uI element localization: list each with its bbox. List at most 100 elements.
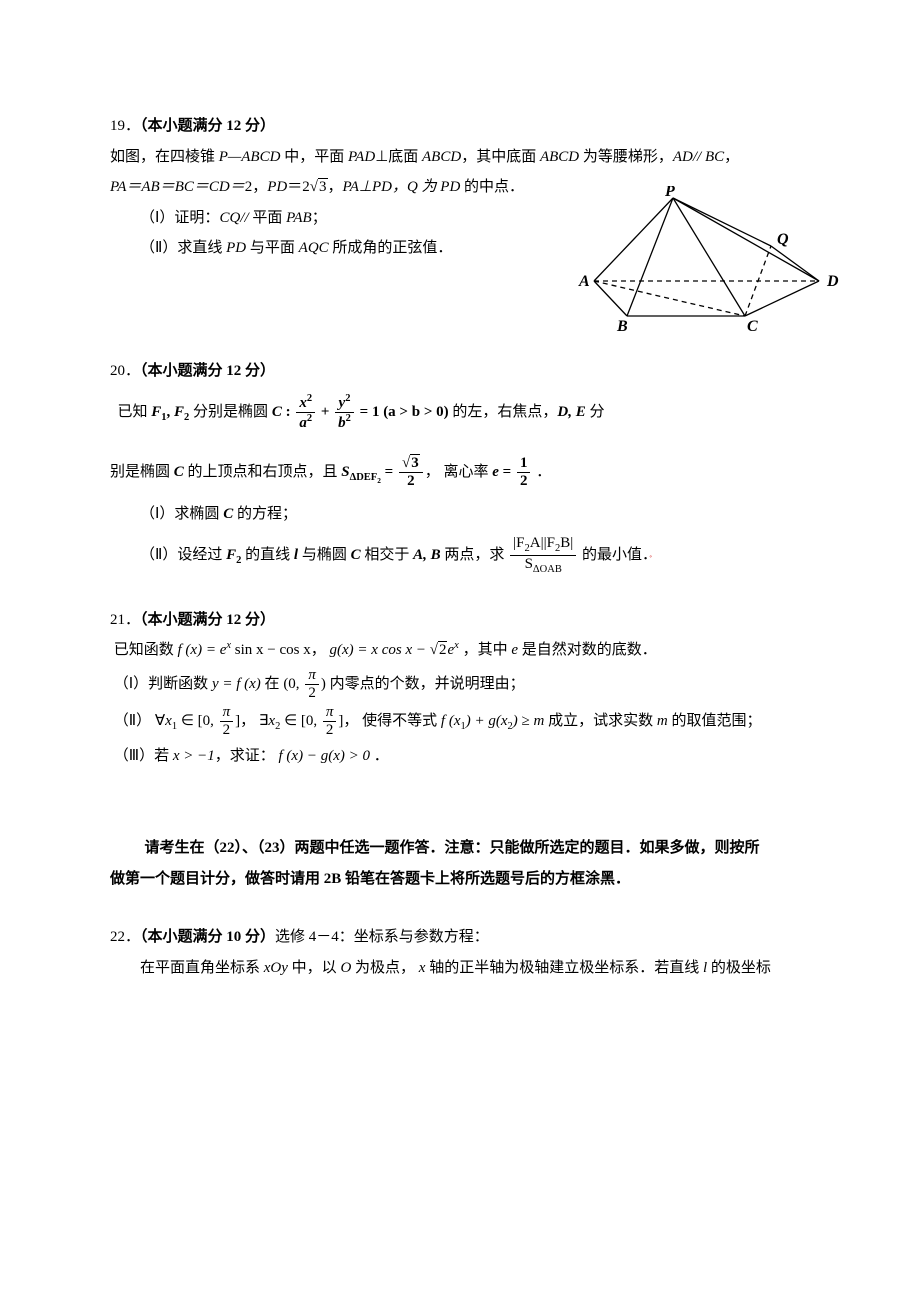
q19-head: 19．（本小题满分 12 分） bbox=[110, 112, 825, 141]
notice-1: 请考生在（22）、（23）两题中任选一题作答．注意：只能做所选定的题目．如果多做… bbox=[110, 834, 825, 863]
t: e bbox=[511, 642, 518, 658]
t: 别是椭圆 bbox=[110, 464, 174, 480]
t: （Ⅱ）求直线 bbox=[140, 240, 226, 256]
t: 为等腰梯形， bbox=[579, 149, 673, 165]
lbl-C: C bbox=[747, 318, 758, 335]
t: ＝ bbox=[287, 179, 302, 195]
q20-s2: （Ⅱ）设经过 F2 的直线 l 与椭圆 C 相交于 A, B 两点，求 |F2A… bbox=[110, 535, 825, 576]
lbl-D: D bbox=[826, 273, 839, 290]
t: 内零点的个数，并说明理由； bbox=[326, 676, 525, 692]
t: 已知函数 bbox=[114, 642, 178, 658]
t: ， bbox=[724, 149, 739, 165]
t: g(x) = x cos x − bbox=[330, 642, 430, 658]
t: 2 bbox=[220, 722, 234, 739]
t: m bbox=[657, 713, 668, 729]
t: , bbox=[167, 404, 175, 420]
t: ， bbox=[328, 179, 343, 195]
t: ABCD bbox=[422, 149, 461, 165]
t: D, E bbox=[557, 404, 585, 420]
t: |F bbox=[513, 535, 524, 551]
t: 2 bbox=[517, 473, 531, 490]
sqrt3: √3 bbox=[310, 173, 328, 202]
t: PA⊥PD bbox=[343, 179, 392, 195]
frac-1-2: 1 2 bbox=[517, 455, 531, 491]
lbl-Q: Q bbox=[777, 231, 789, 248]
t: 成立，试求实数 bbox=[544, 713, 657, 729]
t: 选修 4－4：坐标系与参数方程： bbox=[275, 929, 489, 945]
q20-head: 20．（本小题满分 12 分） bbox=[110, 357, 825, 386]
t: 2 bbox=[345, 393, 350, 404]
t: ，Q 为 PD bbox=[392, 179, 460, 195]
t: 的极坐标 bbox=[707, 960, 771, 976]
t: P—ABCD bbox=[219, 149, 281, 165]
q20-p2: 别是椭圆 C 的上顶点和右顶点，且 SΔDEF2 = √3 2 ， 离心率 e … bbox=[110, 455, 825, 491]
q21-s1: （Ⅰ）判断函数 y = f (x) 在 (0, π2) 内零点的个数，并说明理由… bbox=[110, 667, 825, 703]
t: ， bbox=[311, 642, 330, 658]
q19-head-text: （本小题满分 12 分） bbox=[140, 118, 275, 134]
t: ， 使得不等式 bbox=[343, 713, 441, 729]
t: 中，以 bbox=[288, 960, 341, 976]
q20-s1: （Ⅰ）求椭圆 C 的方程； bbox=[110, 500, 825, 529]
t: C bbox=[272, 404, 282, 420]
t: a bbox=[299, 415, 307, 431]
t: A, B bbox=[413, 547, 441, 563]
q22-p1: 在平面直角坐标系 xOy 中，以 O 为极点， x 轴的正半轴为极轴建立极坐标系… bbox=[110, 954, 825, 983]
t: （Ⅱ） bbox=[114, 713, 155, 729]
t: π bbox=[323, 704, 337, 722]
q21-num: 21． bbox=[110, 612, 140, 628]
t: f (x) − g(x) > 0 bbox=[279, 748, 370, 764]
t: ) + g(x bbox=[466, 713, 508, 729]
t: ； bbox=[312, 210, 327, 226]
t: f (x bbox=[441, 713, 461, 729]
t: 中，平面 bbox=[280, 149, 348, 165]
t: sin x − cos x bbox=[231, 642, 311, 658]
t: 为极点， bbox=[351, 960, 419, 976]
t: （Ⅰ）求椭圆 bbox=[140, 506, 223, 522]
t: ) ≥ m bbox=[513, 713, 545, 729]
t: 的取值范围； bbox=[668, 713, 762, 729]
t: 两点，求 bbox=[441, 547, 509, 563]
t: ⊥底面 bbox=[375, 149, 422, 165]
t: = bbox=[381, 464, 397, 480]
t: x bbox=[165, 713, 172, 729]
t: 轴的正半轴为极轴建立极坐标系．若直线 bbox=[425, 960, 703, 976]
lbl-B: B bbox=[616, 318, 628, 335]
t: 1 bbox=[517, 455, 531, 473]
t: 3 bbox=[410, 454, 420, 471]
frac-pi2c: π2 bbox=[323, 704, 337, 740]
q19-p1: 如图，在四棱锥 P—ABCD 中，平面 PAD⊥底面 ABCD，其中底面 ABC… bbox=[110, 143, 825, 172]
t: π bbox=[305, 667, 319, 685]
t: PAB bbox=[286, 210, 312, 226]
t: B| bbox=[560, 535, 573, 551]
t: （Ⅲ）若 bbox=[114, 748, 173, 764]
t: 的中点． bbox=[460, 179, 524, 195]
t: F bbox=[174, 404, 184, 420]
t: 如图，在四棱锥 bbox=[110, 149, 219, 165]
frac-sqrt3-2: √3 2 bbox=[399, 455, 423, 491]
t: e bbox=[492, 464, 499, 480]
t: A||F bbox=[530, 535, 555, 551]
t: = 1 (a > b > 0) bbox=[360, 404, 449, 420]
t: 3 bbox=[318, 178, 328, 195]
t: 的上顶点和右顶点，且 bbox=[184, 464, 342, 480]
t: ΔOAB bbox=[533, 564, 562, 575]
t: S bbox=[525, 556, 533, 572]
t: : bbox=[282, 404, 295, 420]
t: ∀ bbox=[155, 713, 165, 729]
t: 的方程； bbox=[233, 506, 297, 522]
t: 是自然对数的底数． bbox=[518, 642, 657, 658]
t: C bbox=[351, 547, 361, 563]
t: y = f (x) bbox=[212, 676, 261, 692]
t: AD// BC bbox=[673, 149, 724, 165]
t: x > −1 bbox=[173, 748, 215, 764]
t: xOy bbox=[264, 960, 288, 976]
t: ΔDEF bbox=[350, 472, 378, 483]
t: 与平面 bbox=[246, 240, 299, 256]
t: （Ⅱ）设经过 bbox=[140, 547, 226, 563]
t: 已知 bbox=[118, 404, 152, 420]
frac-y2b2: y2 b2 bbox=[335, 393, 354, 433]
t: ， bbox=[240, 713, 259, 729]
t: 2 bbox=[307, 393, 312, 404]
t: (0, bbox=[283, 676, 303, 692]
pyramid-svg: P A B C D Q bbox=[547, 186, 847, 336]
